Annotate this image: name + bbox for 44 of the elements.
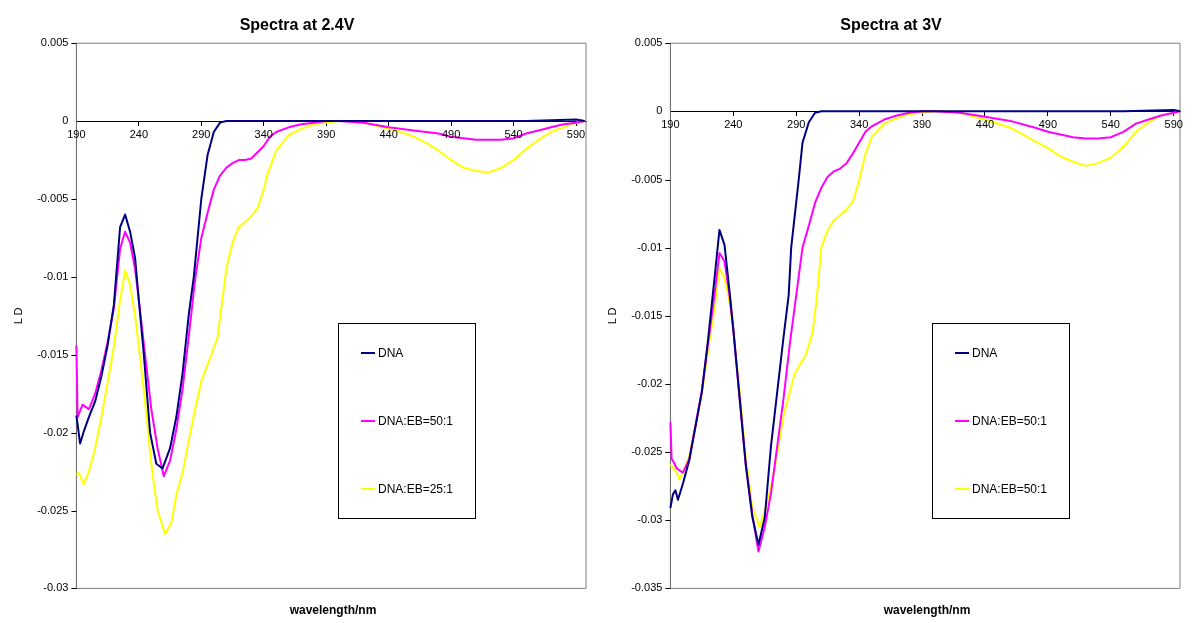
y-tick-label: -0.025 [37, 503, 69, 516]
y-tick-label: -0.035 [631, 581, 663, 594]
x-axis-title: wavelength/nm [288, 603, 378, 617]
y-tick-label: -0.01 [43, 269, 69, 282]
chart-title: Spectra at 2.4V [239, 16, 355, 34]
y-tick-label: -0.03 [43, 581, 69, 594]
x-tick-label: 590 [566, 127, 586, 140]
y-tick-label: 0 [62, 114, 69, 127]
y-tick-label: -0.005 [631, 172, 663, 185]
y-tick-label: -0.01 [637, 240, 663, 253]
chart-title: Spectra at 3V [840, 16, 943, 34]
y-tick-label: 0 [656, 104, 663, 117]
legend-label: DNA [972, 346, 998, 360]
y-tick-label: -0.025 [631, 445, 663, 458]
x-tick-label: 240 [129, 127, 149, 140]
x-tick-label: 240 [724, 117, 743, 130]
legend-label: DNA:EB=50:1 [378, 414, 454, 428]
y-tick-label: -0.015 [631, 308, 663, 321]
x-tick-label: 290 [192, 127, 211, 140]
legend-label: DNA:EB=50:1 [972, 482, 1048, 496]
x-tick-label: 590 [1164, 117, 1183, 130]
y-tick-label: 0.005 [634, 36, 663, 49]
x-tick-label: 340 [254, 127, 273, 140]
x-tick-label: 490 [1038, 117, 1058, 130]
legend-label: DNA:EB=50:1 [972, 414, 1048, 428]
y-axis-title: L D [11, 307, 24, 325]
y-tick-label: -0.005 [37, 192, 69, 204]
x-tick-label: 440 [975, 117, 995, 130]
x-tick-label: 390 [912, 117, 932, 130]
legend-label: DNA [378, 346, 404, 360]
y-axis-title: L D [605, 307, 618, 325]
x-tick-label: 540 [1101, 117, 1120, 130]
y-tick-label: -0.015 [37, 347, 69, 360]
legend-label: DNA:EB=25:1 [378, 482, 454, 496]
x-tick-label: 540 [504, 127, 523, 140]
y-tick-label: -0.02 [43, 425, 69, 438]
x-tick-label: 440 [379, 127, 398, 140]
x-axis-title: wavelength/nm [882, 603, 972, 617]
y-tick-label: -0.02 [637, 376, 663, 389]
y-tick-label: 0.005 [40, 36, 69, 49]
x-tick-label: 290 [787, 117, 806, 130]
y-tick-label: -0.03 [637, 513, 663, 526]
x-tick-label: 340 [849, 117, 869, 130]
x-tick-label: 390 [317, 127, 336, 140]
